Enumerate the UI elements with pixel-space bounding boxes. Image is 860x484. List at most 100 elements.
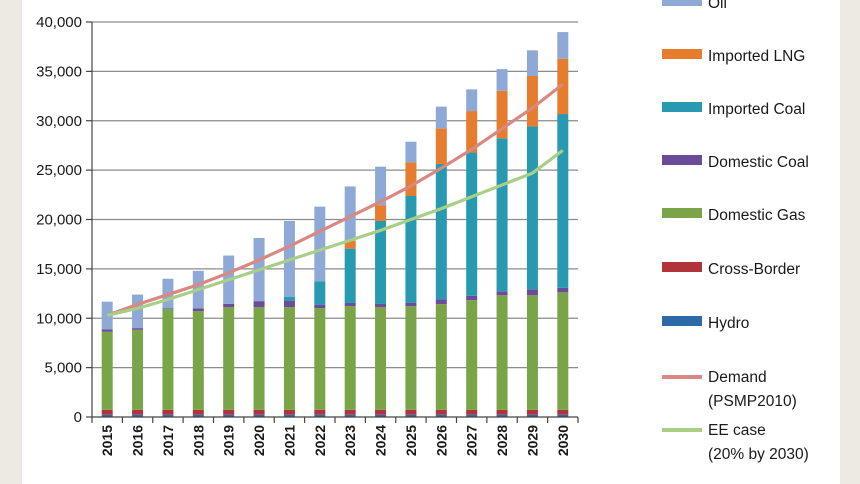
bars xyxy=(101,32,569,417)
bar-segment-hydro xyxy=(496,414,508,417)
bar-segment-domestic-gas xyxy=(466,300,478,410)
x-tick-label: 2027 xyxy=(464,425,480,456)
x-tick-label: 2022 xyxy=(312,425,328,456)
legend-label-domestic-gas: Domestic Gas xyxy=(708,207,806,224)
bar-segment-cross-border xyxy=(526,409,538,415)
bar-segment-oil xyxy=(375,166,387,206)
bar-segment-domestic-coal xyxy=(192,308,204,312)
bar-segment-hydro xyxy=(101,414,113,417)
bar-segment-imported-lng xyxy=(466,111,478,153)
y-tick-label: 5,000 xyxy=(44,360,82,377)
bar-segment-domestic-coal xyxy=(435,299,447,305)
legend-swatch-imported-coal xyxy=(662,102,702,112)
bar-segment-domestic-gas xyxy=(314,308,326,410)
y-tick-label: 40,000 xyxy=(36,14,82,31)
bar-segment-oil xyxy=(405,141,417,163)
y-tick-label: 30,000 xyxy=(36,113,82,130)
x-tick-label: 2019 xyxy=(221,425,237,456)
x-tick-label: 2025 xyxy=(403,425,419,456)
bar-segment-domestic-gas xyxy=(162,309,174,410)
bar-segment-domestic-coal xyxy=(162,308,174,310)
legend-label-hydro: Hydro xyxy=(708,315,749,332)
legend-swatch-oil xyxy=(662,0,702,6)
legend-swatch-domestic-coal xyxy=(662,155,702,165)
bar-segment-domestic-coal xyxy=(526,289,538,296)
bar-segment-domestic-gas xyxy=(405,306,417,410)
bar-segment-hydro xyxy=(314,414,326,417)
legend-swatch-imported-lng xyxy=(662,49,702,59)
bar-segment-hydro xyxy=(405,414,417,417)
trend-lines xyxy=(106,82,564,317)
bar-segment-hydro xyxy=(132,414,144,417)
bar-segment-imported-coal xyxy=(557,114,569,288)
line-demand-psmp2010 xyxy=(106,82,564,317)
bar-segment-cross-border xyxy=(192,409,204,415)
bar-segment-hydro xyxy=(466,414,478,417)
bar-segment-domestic-coal xyxy=(375,303,387,308)
bar-segment-oil xyxy=(132,294,144,329)
bar-segment-cross-border xyxy=(375,409,387,415)
x-tick-label: 2029 xyxy=(524,425,540,456)
y-tick-label: 0 xyxy=(74,409,82,426)
bar-segment-oil xyxy=(496,69,508,91)
bar-segment-imported-lng xyxy=(526,76,538,127)
bar-segment-cross-border xyxy=(283,409,295,415)
bar-segment-cross-border xyxy=(223,409,235,415)
bar-segment-imported-coal xyxy=(435,163,447,300)
bar-segment-hydro xyxy=(557,414,569,417)
bar-segment-hydro xyxy=(344,414,356,417)
bar-segment-domestic-coal xyxy=(496,291,508,296)
bar-segment-imported-coal xyxy=(526,126,538,290)
x-tick-label: 2016 xyxy=(130,425,146,456)
bar-segment-imported-lng xyxy=(496,90,508,139)
bar-segment-cross-border xyxy=(162,409,174,415)
bar-segment-imported-coal xyxy=(314,281,326,305)
x-tick-label: 2023 xyxy=(342,425,358,456)
x-tick-label: 2018 xyxy=(190,425,206,456)
bar-segment-cross-border xyxy=(314,409,326,415)
bar-segment-domestic-coal xyxy=(466,295,478,301)
x-tick-label: 2028 xyxy=(494,425,510,456)
bar-segment-hydro xyxy=(526,414,538,417)
bar-segment-imported-coal xyxy=(496,138,508,292)
bar-segment-domestic-coal xyxy=(314,304,326,309)
x-tick-label: 2020 xyxy=(251,425,267,456)
x-tick-label: 2015 xyxy=(99,425,115,456)
bar-segment-domestic-coal xyxy=(405,302,417,307)
bar-segment-domestic-coal xyxy=(132,328,144,330)
bar-segment-domestic-coal xyxy=(344,302,356,307)
bar-segment-hydro xyxy=(223,414,235,417)
bar-segment-domestic-coal xyxy=(283,300,295,308)
bar-segment-domestic-gas xyxy=(435,304,447,410)
legend-label-domestic-coal: Domestic Coal xyxy=(708,154,809,171)
legend-swatch-hydro xyxy=(662,316,702,326)
bar-segment-hydro xyxy=(283,414,295,417)
bar-segment-cross-border xyxy=(557,409,569,415)
y-tick-label: 15,000 xyxy=(36,261,82,278)
chart-panel: 0 5,000 10,000 15,000 20,000 25,000 30,000 35,0… xyxy=(22,0,840,484)
bar-segment-domestic-gas xyxy=(253,307,265,410)
legend-label-ee-case: EE case xyxy=(708,422,766,439)
y-tick-label: 25,000 xyxy=(36,162,82,179)
bar-segment-domestic-coal xyxy=(253,301,265,308)
bar-segment-cross-border xyxy=(132,409,144,415)
bar-segment-imported-lng xyxy=(435,128,447,164)
stacked-bar-chart: 0 5,000 10,000 15,000 20,000 25,000 30,000 35,0… xyxy=(36,0,809,463)
bar-segment-imported-coal xyxy=(375,220,387,304)
y-tick-label: 10,000 xyxy=(36,310,82,327)
x-tick-label: 2030 xyxy=(555,425,571,456)
bar-segment-cross-border xyxy=(405,409,417,415)
y-tick-label: 20,000 xyxy=(36,212,82,229)
bar-segment-domestic-gas xyxy=(192,311,204,410)
legend-label-oil: Oil xyxy=(708,0,727,12)
line-ee-case-20-by-2030 xyxy=(106,149,564,317)
bar-segment-domestic-gas xyxy=(132,329,144,410)
bar-segment-imported-lng xyxy=(557,58,569,115)
legend-label-ee-case-sub: (20% by 2030) xyxy=(708,446,809,463)
bar-segment-domestic-gas xyxy=(283,307,295,410)
bar-segment-oil xyxy=(314,206,326,282)
x-tick-label: 2024 xyxy=(373,425,389,456)
bar-segment-oil xyxy=(344,186,356,241)
bar-segment-oil xyxy=(526,50,538,77)
axes: 0 5,000 10,000 15,000 20,000 25,000 30,000 35,0… xyxy=(36,14,579,456)
